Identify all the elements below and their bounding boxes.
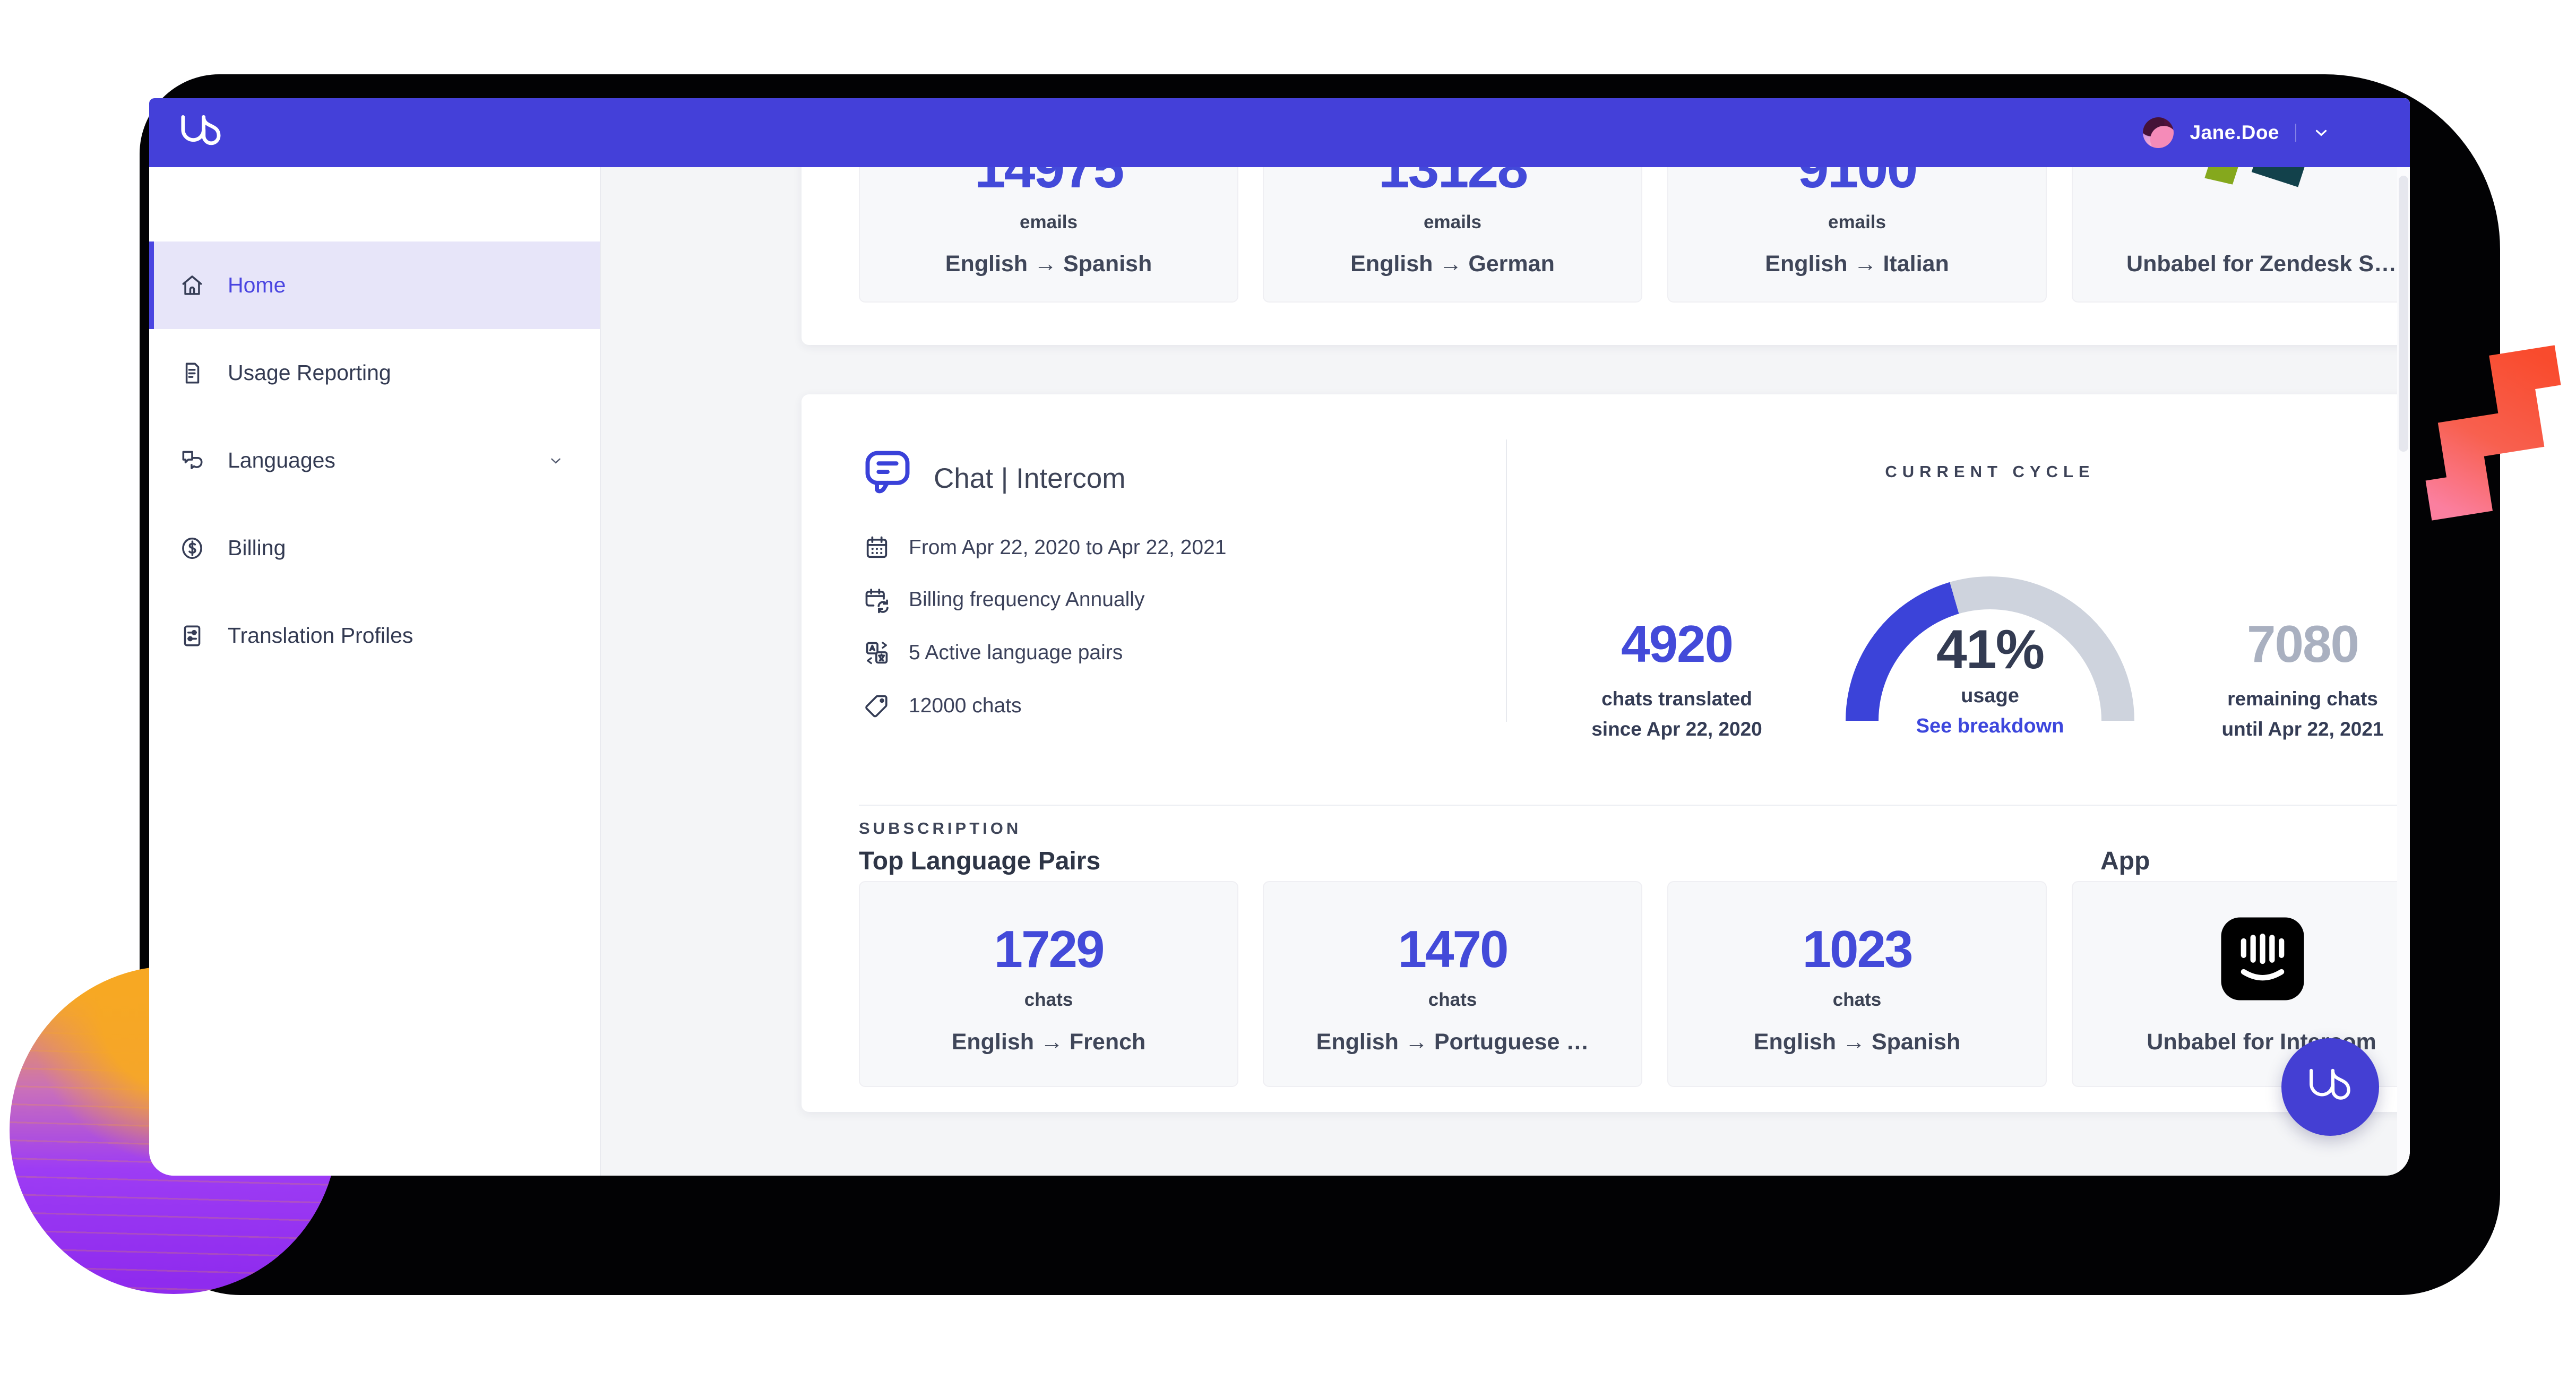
report-icon [185,363,200,383]
top-language-pairs-heading: Top Language Pairs [859,847,1101,875]
calendar-icon [866,536,888,558]
detail-text: 5 Active language pairs [909,641,1123,664]
remaining-chats-value: 7080 [2246,615,2359,673]
detail-row: 12000 chats [863,691,1022,721]
stat-unit: emails [1020,212,1078,232]
topbar: Jane.Doe [149,98,2410,167]
chats-translated-value: 4920 [1621,615,1734,673]
detail-row: From Apr 22, 2020 to Apr 22, 2021 [863,533,1226,563]
sidebar-item-label: Home [228,273,286,297]
home-icon [182,275,202,295]
stat-value: 1470 [1398,920,1509,978]
app-name: Unbabel for Zendesk S… [2126,251,2397,277]
stat-tile: 1470 chats English → Portuguese … [1263,881,1642,1087]
usage-gauge [1846,576,2134,721]
detail-text: Billing frequency Annually [909,588,1145,611]
divider [2295,124,2296,142]
user-menu[interactable]: Jane.Doe [2143,98,2330,167]
sidebar-item-billing[interactable]: Billing [149,504,600,592]
intercom-logo [2221,917,2304,1000]
vertical-divider [1506,439,1507,722]
usage-caption: usage [1961,685,2019,707]
detail-text: 12000 chats [909,694,1022,717]
unbabel-fab-button[interactable] [2281,1038,2379,1136]
sidebar-item-usage-reporting[interactable]: Usage Reporting [149,329,600,417]
usage-gauge-ring [1846,576,2134,721]
main-content: 14975 emails English → Spanish 13128 ema… [601,98,2410,1176]
stat-tile: 1729 chats English → French [859,881,1238,1087]
sidebar-item-translation-profiles[interactable]: Translation Profiles [149,592,600,679]
unbabel-logo [181,115,221,145]
detail-row: Billing frequency Annually [863,585,1144,615]
section-divider [859,805,2410,806]
user-name: Jane.Doe [2190,122,2279,143]
language-pair: English → Portuguese … [1316,1029,1589,1055]
stat-unit: emails [1828,212,1886,232]
unbabel-icon [2310,1068,2350,1100]
language-pair: English → Italian [1765,251,1949,277]
sidebar-item-label: Billing [228,536,286,560]
stat-unit: emails [1424,212,1481,232]
sidebar-item-label: Usage Reporting [228,360,391,385]
stat-unit: chats [1832,989,1882,1010]
app-tile-intercom[interactable]: Unbabel for Intercom [2072,881,2410,1087]
stat-value: 1729 [994,920,1105,978]
scrollbar-track[interactable] [2397,167,2410,1176]
language-pair: English → Spanish [945,251,1152,277]
billing-frequency-icon [865,589,889,614]
stat-unit: chats [1024,989,1073,1010]
detail-text: From Apr 22, 2020 to Apr 22, 2021 [909,536,1227,559]
language-pairs-icon [866,642,888,665]
stat-tile: 1023 chats English → Spanish [1667,881,2047,1087]
current-cycle-label: CURRENT CYCLE [1885,462,2095,481]
chevron-down-icon [2315,130,2327,136]
app-window: 14975 emails English → Spanish 13128 ema… [149,98,2410,1176]
sidebar-item-home[interactable]: Home [149,241,600,329]
billing-icon [182,537,202,559]
section-title: Chat | Intercom [934,463,1126,494]
decor-zigzag [2425,345,2561,521]
stat-value: 1023 [1802,920,1913,978]
language-pair: English → Spanish [1753,1029,1961,1055]
detail-row: 5 Active language pairs [863,638,1123,668]
chats-translated-caption: chats translated since Apr 22, 2020 [1591,688,1762,740]
sidebar: Home Usage Reporting Languages [149,167,601,1176]
languages-icon [182,451,203,469]
chevron-down-icon [551,458,561,463]
remaining-chats-caption: remaining chats until Apr 22, 2021 [2221,688,2384,740]
app-heading: App [2100,847,2150,875]
tag-icon [865,695,888,718]
scrollbar-thumb[interactable] [2399,176,2408,452]
chat-bubble-icon [865,451,910,494]
language-pair: English → French [951,1029,1146,1055]
subscription-label: SUBSCRIPTION [859,819,1022,838]
avatar [2143,117,2174,148]
usage-percent: 41% [1936,619,2045,680]
sidebar-item-label: Translation Profiles [228,623,413,648]
chat-section-card: Chat | Intercom From Apr 22, 2020 to Apr… [802,394,2410,1112]
translation-profiles-icon [184,625,201,646]
see-breakdown-link[interactable]: See breakdown [1916,715,2064,737]
sidebar-item-languages[interactable]: Languages [149,417,600,504]
stat-unit: chats [1428,989,1477,1010]
sidebar-item-label: Languages [228,448,335,472]
language-pair: English → German [1350,251,1555,277]
